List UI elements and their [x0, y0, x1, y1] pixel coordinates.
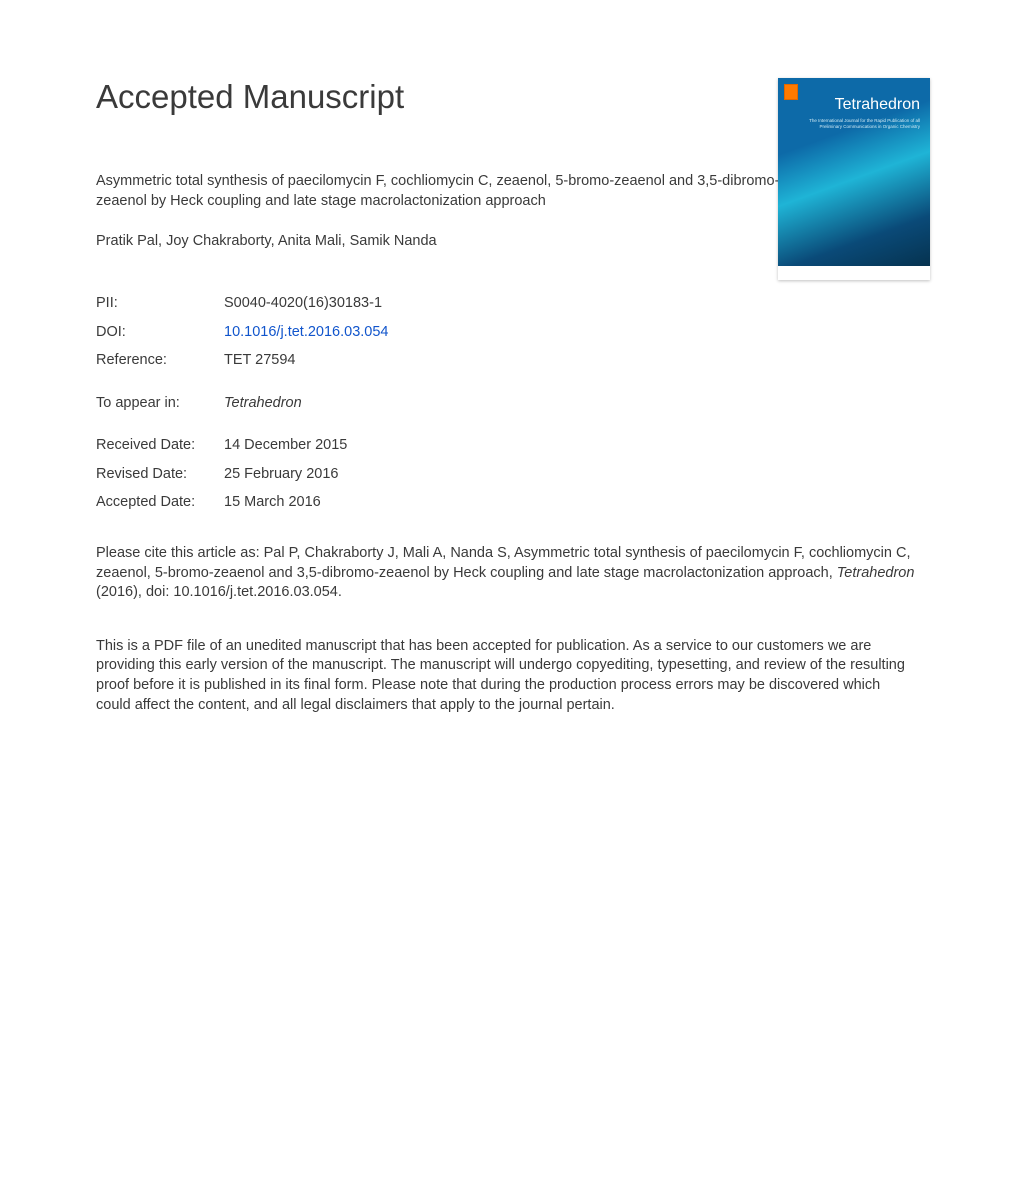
meta-row-reference: Reference: TET 27594: [96, 352, 930, 368]
doi-label: DOI:: [96, 324, 224, 340]
manuscript-cover-page: Tetrahedron The International Journal fo…: [0, 0, 1020, 775]
citation-journal: Tetrahedron: [837, 565, 915, 581]
publisher-logo: [784, 84, 798, 100]
meta-row-pii: PII: S0040-4020(16)30183-1: [96, 295, 930, 311]
appear-value: Tetrahedron: [224, 395, 302, 411]
doi-link[interactable]: 10.1016/j.tet.2016.03.054: [224, 324, 388, 340]
metadata-table: PII: S0040-4020(16)30183-1 DOI: 10.1016/…: [96, 295, 930, 510]
publication-disclaimer: This is a PDF file of an unedited manusc…: [96, 637, 916, 715]
journal-cover-thumbnail: Tetrahedron The International Journal fo…: [778, 78, 930, 280]
received-value: 14 December 2015: [224, 437, 347, 453]
pii-value: S0040-4020(16)30183-1: [224, 295, 382, 311]
article-title: Asymmetric total synthesis of paecilomyc…: [96, 172, 788, 211]
meta-row-accepted: Accepted Date: 15 March 2016: [96, 494, 930, 510]
meta-row-appear: To appear in: Tetrahedron: [96, 395, 930, 411]
revised-value: 25 February 2016: [224, 466, 338, 482]
cover-footer-strip: [778, 266, 930, 280]
revised-label: Revised Date:: [96, 466, 224, 482]
meta-row-received: Received Date: 14 December 2015: [96, 437, 930, 453]
citation-suffix: (2016), doi: 10.1016/j.tet.2016.03.054.: [96, 584, 342, 600]
journal-cover-subtitle: The International Journal for the Rapid …: [778, 118, 930, 130]
journal-cover-title: Tetrahedron: [778, 78, 930, 118]
meta-row-doi: DOI: 10.1016/j.tet.2016.03.054: [96, 324, 930, 340]
citation-instruction: Please cite this article as: Pal P, Chak…: [96, 544, 916, 603]
accepted-label: Accepted Date:: [96, 494, 224, 510]
reference-value: TET 27594: [224, 352, 295, 368]
citation-prefix: Please cite this article as: Pal P, Chak…: [96, 545, 910, 581]
accepted-value: 15 March 2016: [224, 494, 321, 510]
reference-label: Reference:: [96, 352, 224, 368]
appear-label: To appear in:: [96, 395, 224, 411]
received-label: Received Date:: [96, 437, 224, 453]
pii-label: PII:: [96, 295, 224, 311]
meta-row-revised: Revised Date: 25 February 2016: [96, 466, 930, 482]
